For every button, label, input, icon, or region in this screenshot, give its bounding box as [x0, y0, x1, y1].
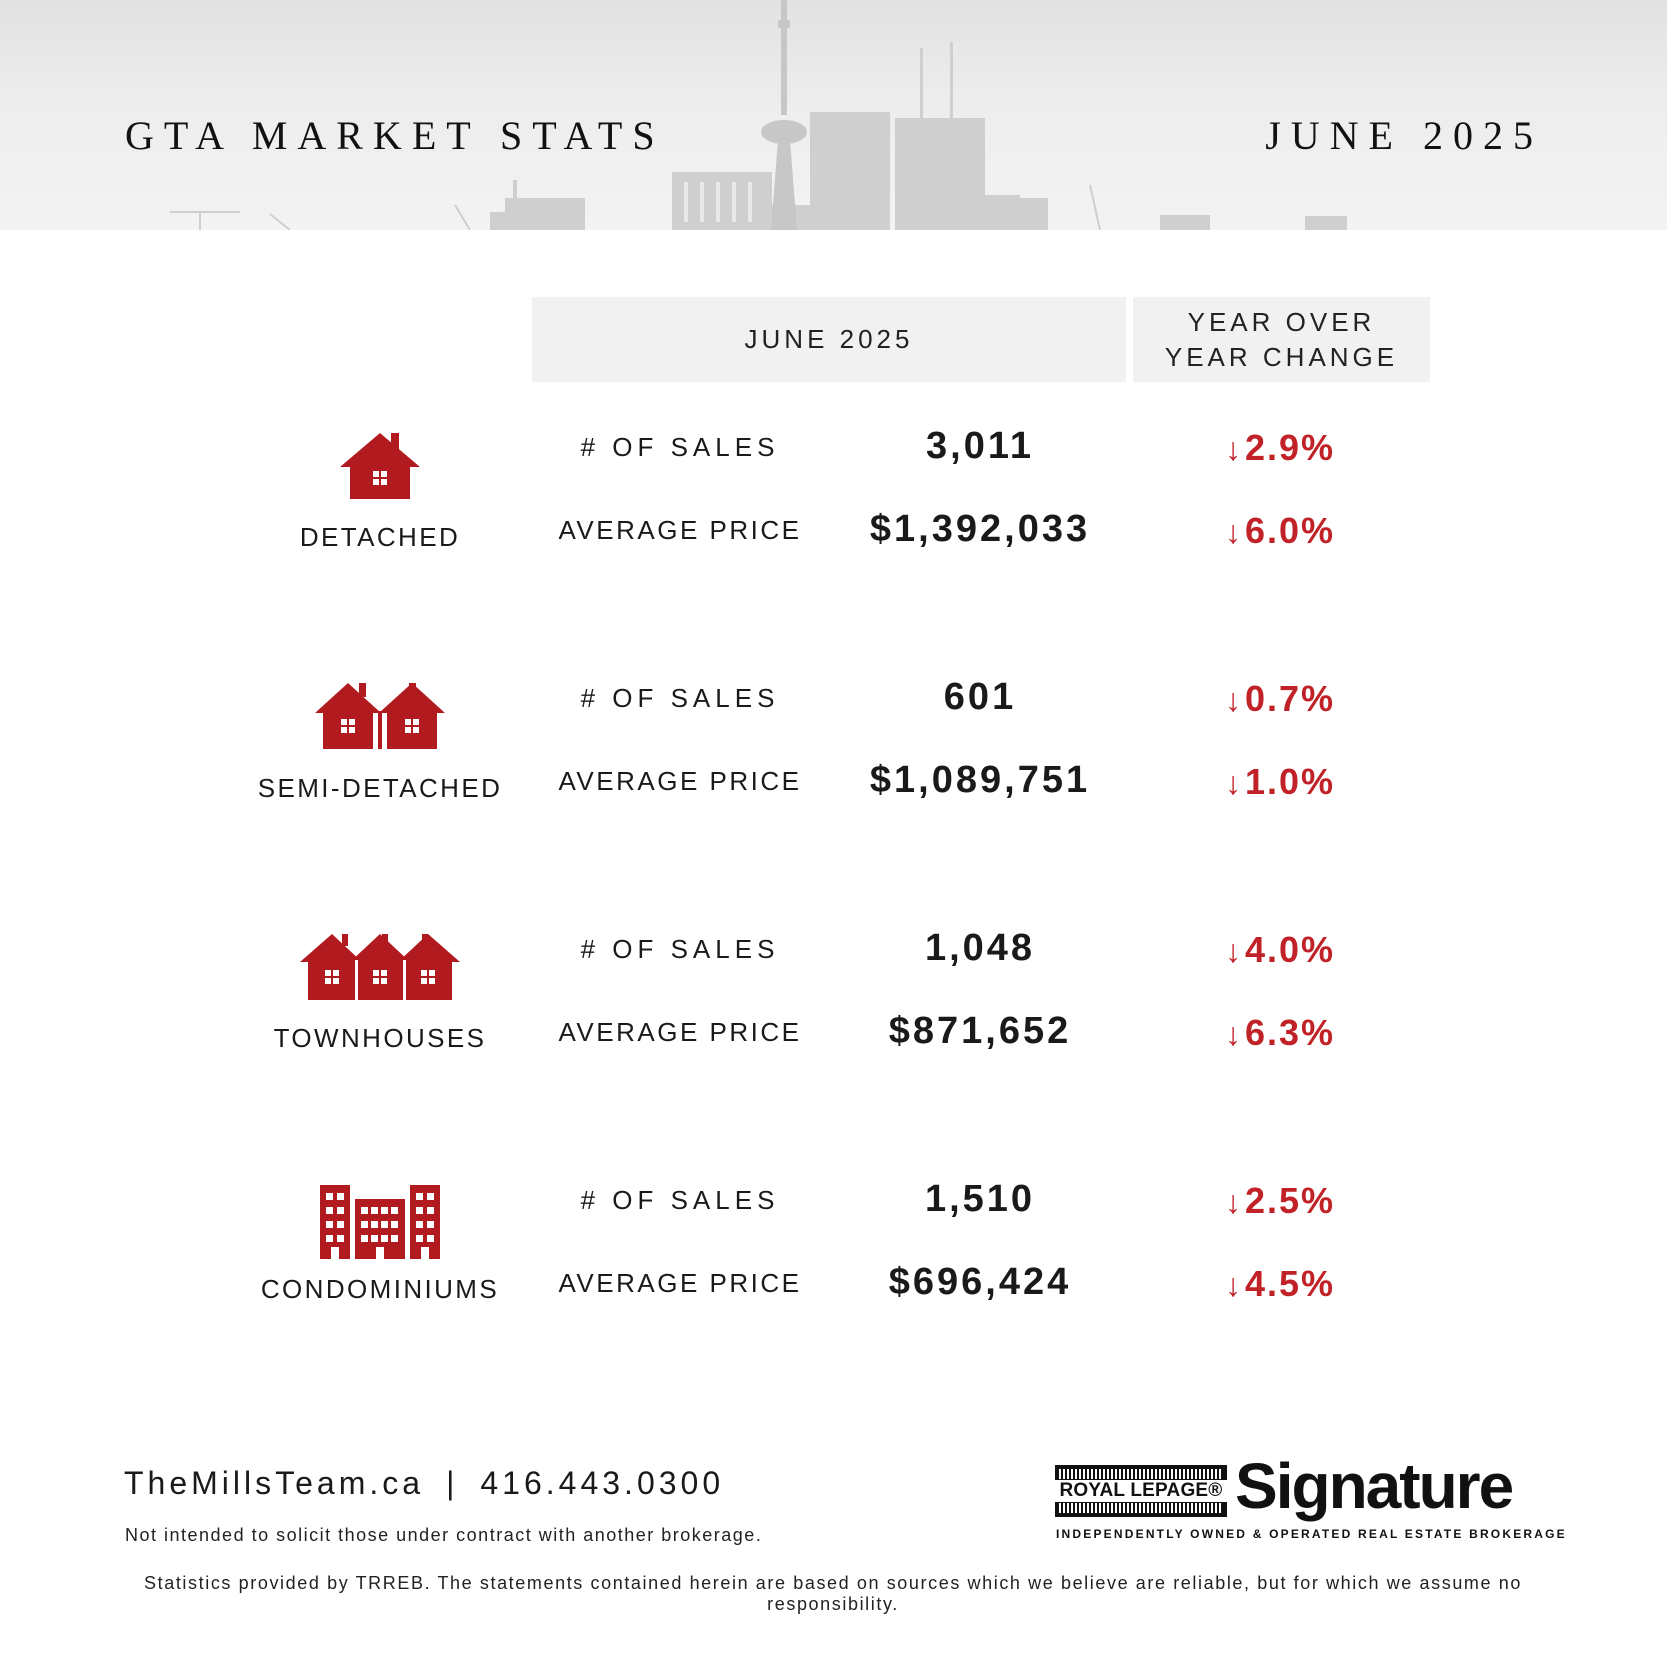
semi-detached-house-icon	[315, 683, 445, 749]
down-arrow-icon: ↓	[1224, 1267, 1243, 1303]
price-value: $696,424	[888, 1261, 1072, 1303]
price-change: ↓6.0%	[1224, 510, 1336, 551]
down-arrow-icon: ↓	[1224, 431, 1243, 467]
sales-label: # OF SALES	[580, 432, 780, 462]
royal-lepage-signature-logo: ROYAL LEPAGE® Signature INDEPENDENTLY OW…	[1055, 1450, 1565, 1543]
property-type-semi-detached: SEMI-DETACHED	[257, 773, 503, 803]
yoy-header-line1: YEAR OVER	[1187, 306, 1376, 337]
column-header-month: JUNE 2025	[532, 297, 1126, 382]
sales-change: ↓4.0%	[1224, 929, 1336, 970]
sales-label: # OF SALES	[580, 1185, 780, 1215]
down-arrow-icon: ↓	[1224, 765, 1243, 801]
city-skyline-image	[170, 0, 1347, 230]
price-change: ↓6.3%	[1224, 1012, 1336, 1053]
property-type-townhouses: TOWNHOUSES	[273, 1023, 487, 1053]
contact-line: TheMillsTeam.ca | 416.443.0300	[124, 1465, 724, 1502]
phone-number[interactable]: 416.443.0300	[480, 1465, 725, 1501]
price-value: $1,392,033	[869, 508, 1091, 550]
sales-label: # OF SALES	[580, 683, 780, 713]
condominium-icon	[320, 1185, 440, 1259]
website-link[interactable]: TheMillsTeam.ca	[124, 1465, 425, 1501]
header-banner: GTA MARKET STATS JUNE 2025	[0, 0, 1667, 230]
report-date: JUNE 2025	[1265, 113, 1543, 158]
sales-change: ↓2.9%	[1224, 427, 1336, 468]
logo-badge: ROYAL LEPAGE®	[1055, 1465, 1227, 1517]
solicit-notice: Not intended to solicit those under cont…	[125, 1525, 763, 1545]
price-change: ↓4.5%	[1224, 1263, 1336, 1304]
yoy-header-line2: YEAR CHANGE	[1164, 341, 1399, 372]
sales-value: 1,048	[924, 927, 1036, 969]
sales-value: 601	[943, 676, 1017, 718]
disclaimer: Statistics provided by TRREB. The statem…	[144, 1573, 1522, 1614]
down-arrow-icon: ↓	[1224, 933, 1243, 969]
sales-change: ↓0.7%	[1224, 678, 1336, 719]
sales-label: # OF SALES	[580, 934, 780, 964]
contact-separator: |	[446, 1465, 459, 1501]
logo-tagline: INDEPENDENTLY OWNED & OPERATED REAL ESTA…	[1056, 1527, 1567, 1541]
sales-value: 3,011	[926, 425, 1034, 467]
logo-brand: ROYAL LEPAGE®	[1055, 1480, 1227, 1502]
page-title: GTA MARKET STATS	[125, 113, 665, 158]
logo-name: Signature	[1235, 1450, 1514, 1522]
price-label: AVERAGE PRICE	[558, 1268, 802, 1298]
price-value: $871,652	[888, 1010, 1072, 1052]
down-arrow-icon: ↓	[1224, 1184, 1243, 1220]
price-label: AVERAGE PRICE	[558, 515, 802, 545]
price-change: ↓1.0%	[1224, 761, 1336, 802]
sales-value: 1,510	[924, 1178, 1036, 1220]
down-arrow-icon: ↓	[1224, 514, 1243, 550]
detached-house-icon	[340, 433, 420, 499]
down-arrow-icon: ↓	[1224, 682, 1243, 718]
townhouse-icon	[300, 934, 460, 1000]
price-value: $1,089,751	[869, 759, 1091, 801]
sales-change: ↓2.5%	[1224, 1180, 1336, 1221]
column-header-yoy: YEAR OVER YEAR CHANGE	[1133, 297, 1430, 382]
property-type-detached: DETACHED	[299, 522, 461, 552]
price-label: AVERAGE PRICE	[558, 1017, 802, 1047]
price-label: AVERAGE PRICE	[558, 766, 802, 796]
down-arrow-icon: ↓	[1224, 1016, 1243, 1052]
property-type-condominiums: CONDOMINIUMS	[260, 1274, 500, 1304]
